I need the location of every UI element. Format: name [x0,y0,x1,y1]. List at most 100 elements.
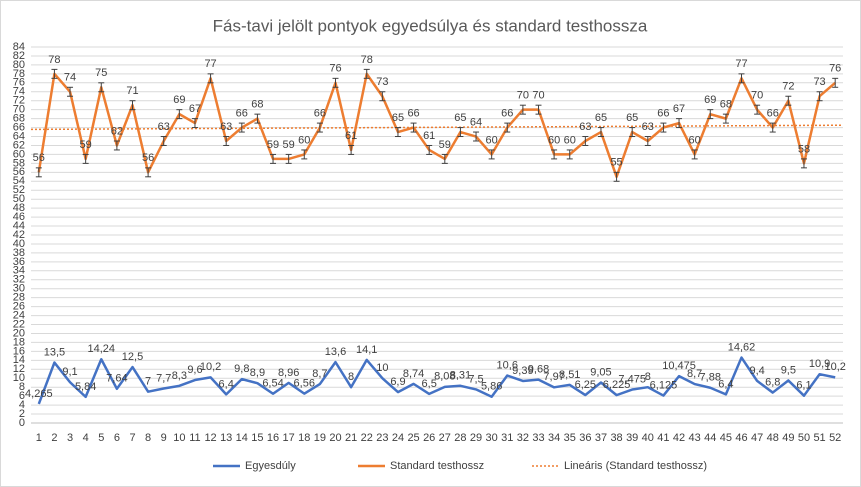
error-bar [35,167,42,178]
y-tick-label: 8 [19,381,25,393]
data-label: 10,9 [809,358,830,370]
data-label: 7,97 [543,371,564,383]
y-tick-label: 24 [13,309,25,321]
y-tick-label: 42 [13,229,25,241]
data-label: 9,8 [234,363,249,375]
x-tick-label: 47 [751,432,763,444]
data-label: 14,1 [356,344,377,356]
data-label: 77 [735,58,747,70]
data-label: 66 [657,107,669,119]
error-bar [160,136,167,146]
error-bar [238,122,245,133]
x-tick-label: 35 [564,432,576,444]
data-label: 74 [64,72,76,84]
y-tick-label: 72 [13,95,25,107]
x-tick-label: 44 [704,432,716,444]
data-label: 76 [329,63,341,75]
y-tick-label: 12 [13,363,25,375]
error-bar [660,122,667,133]
data-label: 76 [829,63,841,75]
x-tick-label: 3 [67,432,73,444]
y-tick-label: 46 [13,211,25,223]
y-tick-label: 20 [13,327,25,339]
error-bar [488,149,495,160]
x-tick-label: 11 [189,432,200,444]
data-label: 8,08 [434,371,455,383]
error-bar [348,144,355,155]
error-bar [410,122,417,133]
x-tick-label: 12 [204,432,216,444]
series-line [37,356,836,405]
data-label: 69 [173,94,185,106]
x-tick-label: 25 [407,432,419,444]
y-tick-label: 40 [13,238,25,250]
data-label: 59 [267,139,279,151]
y-tick-label: 70 [13,104,25,116]
error-bar [254,113,261,124]
data-label: 70 [751,90,763,102]
y-tick-label: 18 [13,336,25,348]
error-bar [145,167,152,178]
y-tick-label: 56 [13,166,25,178]
y-tick-label: 52 [13,184,25,196]
x-tick-label: 17 [283,432,295,444]
data-label: 9,4 [749,365,764,377]
error-bar [473,131,480,142]
error-bar [722,113,729,124]
data-label: 59 [283,139,295,151]
data-label: 55 [610,157,622,169]
data-label: 10,6 [497,359,518,371]
data-label: 6,5 [422,378,437,390]
data-label: 56 [142,152,154,164]
x-tick-label: 28 [454,432,466,444]
x-tick-label: 46 [735,432,747,444]
error-bar [597,127,604,138]
x-tick-label: 43 [689,432,701,444]
x-tick-label: 23 [376,432,388,444]
y-tick-label: 64 [13,130,25,142]
chart-title: Fás-tavi jelölt pontyok egyedsúlya és st… [213,16,648,35]
data-label: 73 [376,76,388,88]
error-bar [379,91,386,102]
data-label: 63 [158,121,170,133]
error-bar [191,118,198,129]
data-label: 8,9 [250,367,265,379]
error-bar [51,68,58,79]
x-tick-label: 34 [548,432,560,444]
data-label: 4,265 [25,388,53,400]
x-tick-label: 26 [423,432,435,444]
data-label: 71 [126,85,138,97]
x-tick-label: 27 [439,432,451,444]
y-tick-label: 82 [13,50,25,62]
data-label: 7,7 [156,372,171,384]
data-label: 9,5 [781,364,796,376]
error-bar [832,77,839,88]
error-bar [691,149,698,160]
error-bar [738,73,745,84]
x-tick-label: 36 [579,432,591,444]
data-label: 73 [813,76,825,88]
data-label: 61 [423,130,435,142]
data-label: 6,8 [765,376,780,388]
x-tick-label: 48 [767,432,779,444]
data-label: 63 [642,121,654,133]
data-label: 75 [95,67,107,79]
data-label: 68 [251,99,263,111]
error-bar [707,109,714,120]
y-tick-label: 26 [13,301,25,313]
error-bar [816,91,823,102]
x-tick-label: 37 [595,432,607,444]
data-label: 65 [454,112,466,124]
data-label: 59 [80,139,92,151]
x-tick-label: 5 [98,432,104,444]
y-tick-label: 66 [13,121,25,133]
x-tick-label: 52 [829,432,841,444]
data-label: 7,5 [468,373,483,385]
y-tick-label: 60 [13,148,25,160]
data-label: 78 [48,54,60,66]
y-tick-label: 68 [13,113,25,125]
data-label: 61 [345,130,357,142]
data-label: 63 [579,121,591,133]
data-label: 65 [392,112,404,124]
legend-label: Lineáris (Standard testhossz) [564,460,707,472]
